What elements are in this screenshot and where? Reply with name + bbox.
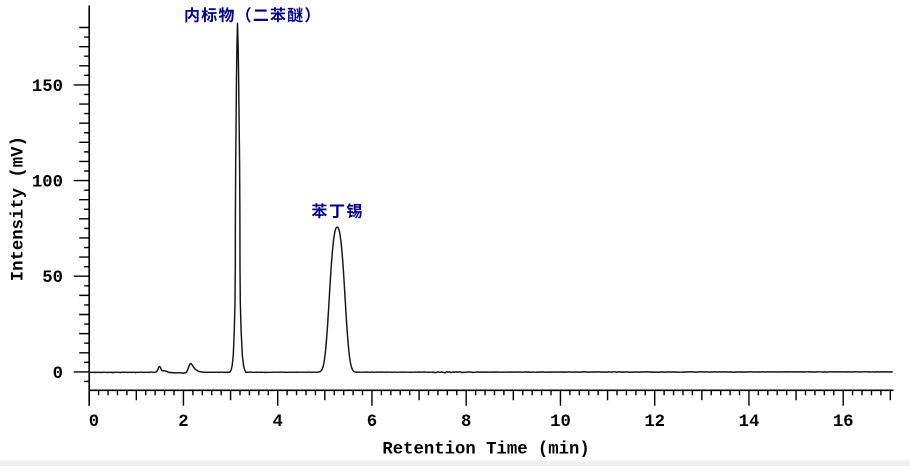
svg-text:Intensity (mV): Intensity (mV) <box>9 136 28 281</box>
svg-text:16: 16 <box>833 413 854 432</box>
svg-text:6: 6 <box>367 413 377 432</box>
svg-text:Retention Time (min): Retention Time (min) <box>382 441 589 460</box>
svg-text:8: 8 <box>461 413 471 432</box>
svg-text:10: 10 <box>550 413 571 432</box>
svg-text:12: 12 <box>644 413 665 432</box>
svg-text:50: 50 <box>42 269 63 288</box>
svg-text:4: 4 <box>273 413 283 432</box>
svg-text:0: 0 <box>89 413 99 432</box>
svg-text:2: 2 <box>178 413 188 432</box>
svg-text:14: 14 <box>739 413 760 432</box>
svg-text:150: 150 <box>32 78 63 97</box>
svg-text:100: 100 <box>32 174 63 193</box>
svg-text:0: 0 <box>53 365 63 384</box>
